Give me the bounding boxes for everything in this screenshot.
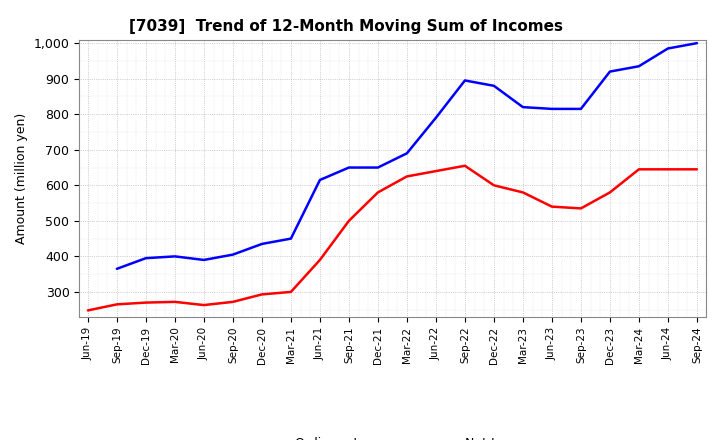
Net Income (287, 289, 295, 294)
Ordinary Income (606, 69, 614, 74)
Text: [7039]  Trend of 12-Month Moving Sum of Incomes: [7039] Trend of 12-Month Moving Sum of I… (130, 19, 563, 34)
Net Income (548, 204, 557, 209)
Line: Ordinary Income: Ordinary Income (117, 43, 697, 269)
Ordinary Income (634, 64, 643, 69)
Ordinary Income (577, 106, 585, 111)
Ordinary Income (402, 150, 411, 156)
Ordinary Income (490, 83, 498, 88)
Net Income (693, 167, 701, 172)
Net Income (112, 302, 121, 307)
Ordinary Income (258, 241, 266, 246)
Net Income (431, 169, 440, 174)
Net Income (461, 163, 469, 169)
Net Income (258, 292, 266, 297)
Legend: Ordinary Income, Net Income: Ordinary Income, Net Income (243, 432, 542, 440)
Net Income (606, 190, 614, 195)
Net Income (142, 300, 150, 305)
Net Income (199, 302, 208, 308)
Ordinary Income (431, 115, 440, 121)
Line: Net Income: Net Income (88, 166, 697, 310)
Ordinary Income (345, 165, 354, 170)
Net Income (518, 190, 527, 195)
Ordinary Income (374, 165, 382, 170)
Ordinary Income (548, 106, 557, 111)
Ordinary Income (315, 177, 324, 183)
Net Income (171, 299, 179, 304)
Ordinary Income (518, 104, 527, 110)
Ordinary Income (287, 236, 295, 241)
Ordinary Income (142, 256, 150, 261)
Net Income (84, 308, 92, 313)
Net Income (228, 299, 237, 304)
Ordinary Income (112, 266, 121, 271)
Net Income (315, 257, 324, 263)
Net Income (577, 206, 585, 211)
Net Income (345, 218, 354, 224)
Ordinary Income (199, 257, 208, 263)
Net Income (374, 190, 382, 195)
Ordinary Income (228, 252, 237, 257)
Ordinary Income (461, 78, 469, 83)
Net Income (402, 174, 411, 179)
Ordinary Income (171, 254, 179, 259)
Net Income (634, 167, 643, 172)
Ordinary Income (664, 46, 672, 51)
Net Income (664, 167, 672, 172)
Net Income (490, 183, 498, 188)
Y-axis label: Amount (million yen): Amount (million yen) (15, 113, 28, 244)
Ordinary Income (693, 40, 701, 46)
